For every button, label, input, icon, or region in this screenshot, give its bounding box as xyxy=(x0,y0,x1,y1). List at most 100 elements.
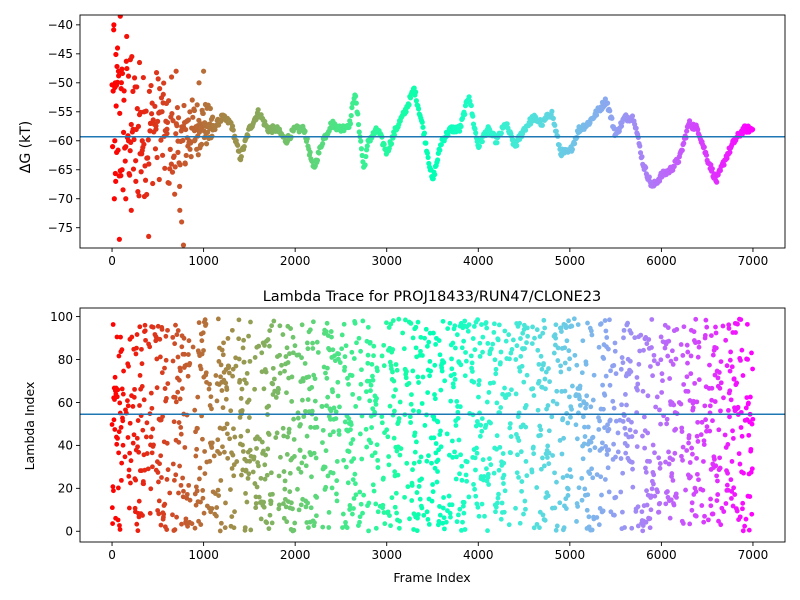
lambda-point xyxy=(179,386,185,392)
lambda-point xyxy=(344,525,350,531)
lambda-point xyxy=(640,433,645,439)
lambda-point xyxy=(158,522,164,528)
lambda-point xyxy=(488,462,494,468)
lambda-point xyxy=(569,323,575,329)
lambda-point xyxy=(438,387,444,393)
lambda-point xyxy=(409,498,415,503)
lambda-point xyxy=(402,494,407,500)
lambda-point xyxy=(596,427,602,432)
lambda-point xyxy=(223,396,229,402)
lambda-point xyxy=(164,477,170,482)
lambda-point xyxy=(412,449,418,455)
lambda-point xyxy=(447,510,453,516)
dg-point xyxy=(157,86,163,92)
lambda-point xyxy=(717,455,723,461)
lambda-point xyxy=(393,387,398,393)
lambda-point xyxy=(283,504,289,510)
lambda-point xyxy=(694,455,699,461)
lambda-point xyxy=(410,335,416,341)
lambda-point xyxy=(162,365,167,371)
lambda-point xyxy=(491,321,497,327)
lambda-point xyxy=(201,510,207,516)
dg-point xyxy=(112,138,118,144)
lambda-point xyxy=(164,440,170,446)
dg-point xyxy=(302,128,308,134)
lambda-point xyxy=(373,402,379,407)
lambda-point xyxy=(112,427,118,432)
lambda-point xyxy=(301,414,307,419)
lambda-point xyxy=(557,437,563,443)
dg-point xyxy=(355,121,362,128)
lambda-point xyxy=(611,441,617,447)
lambda-point xyxy=(622,425,628,431)
dg-point xyxy=(152,103,158,109)
lambda-point xyxy=(368,388,373,394)
lambda-point xyxy=(254,446,259,451)
lambda-point xyxy=(170,461,176,467)
lambda-point xyxy=(582,424,587,430)
lambda-point xyxy=(693,489,699,495)
dg-point xyxy=(113,178,119,184)
lambda-point xyxy=(118,334,123,340)
lambda-point xyxy=(336,351,342,357)
lambda-point xyxy=(359,367,364,373)
lambda-point xyxy=(628,330,634,336)
lambda-point xyxy=(471,481,476,487)
lambda-point xyxy=(324,403,329,409)
lambda-point xyxy=(250,469,256,475)
lambda-point xyxy=(680,444,686,450)
lambda-point xyxy=(392,469,398,475)
lambda-point xyxy=(696,377,702,383)
lambda-y-tick-label: 80 xyxy=(58,353,73,367)
dg-point xyxy=(155,76,161,82)
lambda-point xyxy=(305,397,311,402)
lambda-point xyxy=(156,479,161,485)
lambda-point xyxy=(673,426,679,432)
lambda-point xyxy=(435,457,441,463)
lambda-point xyxy=(314,339,320,345)
lambda-point xyxy=(515,414,521,420)
lambda-point xyxy=(454,332,460,338)
lambda-point xyxy=(228,408,234,414)
lambda-point xyxy=(144,451,150,456)
lambda-point xyxy=(323,329,329,335)
lambda-point xyxy=(202,449,208,454)
lambda-point xyxy=(286,426,292,432)
lambda-point xyxy=(156,511,162,517)
lambda-point xyxy=(463,350,468,355)
lambda-point xyxy=(178,482,184,488)
dg-point xyxy=(175,149,181,155)
lambda-point xyxy=(455,409,461,415)
lambda-point xyxy=(728,477,734,483)
lambda-point xyxy=(271,318,277,324)
lambda-point xyxy=(334,491,339,497)
dg-point xyxy=(121,97,127,103)
lambda-point xyxy=(370,373,375,379)
dg-point xyxy=(552,122,558,128)
lambda-point xyxy=(335,379,341,385)
lambda-point xyxy=(245,428,251,434)
lambda-point xyxy=(336,428,342,434)
lambda-point xyxy=(154,385,160,391)
lambda-point xyxy=(232,509,237,515)
lambda-point xyxy=(370,482,376,488)
lambda-point xyxy=(588,404,594,410)
dg-point xyxy=(701,144,707,150)
lambda-point xyxy=(715,478,720,484)
lambda-point xyxy=(290,506,295,512)
lambda-point xyxy=(368,382,374,388)
lambda-point xyxy=(298,422,303,427)
lambda-point xyxy=(219,347,225,353)
lambda-point xyxy=(408,320,414,326)
lambda-point xyxy=(521,511,526,517)
dg-y-tick-label: −60 xyxy=(48,134,73,148)
lambda-point xyxy=(714,473,720,479)
lambda-point xyxy=(471,379,477,385)
lambda-point xyxy=(487,456,492,462)
lambda-point xyxy=(181,488,186,494)
dg-point xyxy=(118,173,124,179)
lambda-point xyxy=(750,416,756,422)
lambda-point xyxy=(727,414,732,420)
lambda-point xyxy=(145,466,151,472)
lambda-point xyxy=(349,373,355,378)
